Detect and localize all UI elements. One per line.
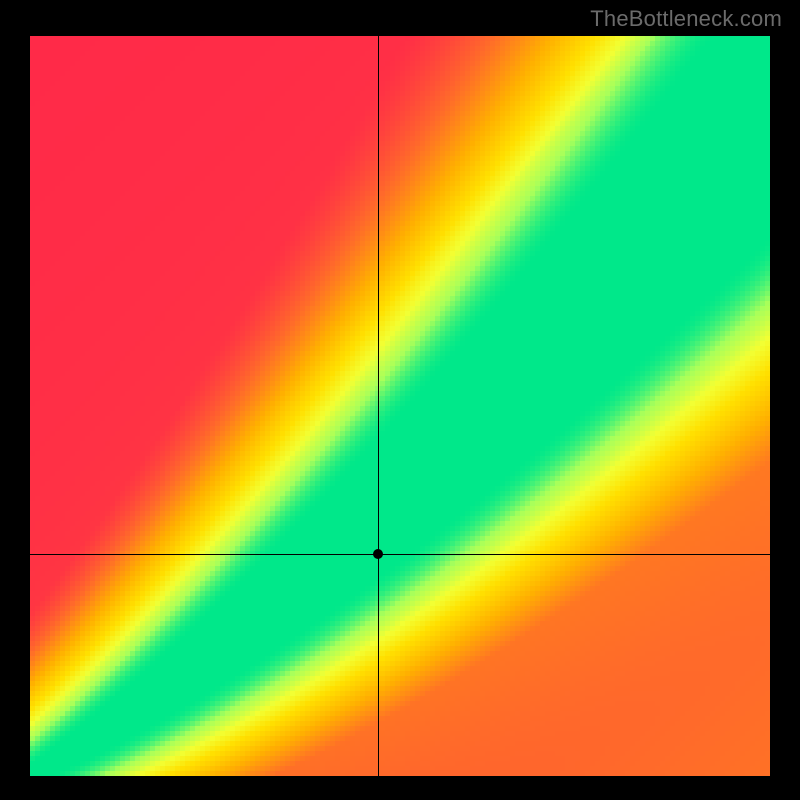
watermark-text: TheBottleneck.com: [590, 6, 782, 32]
crosshair-horizontal-line: [30, 554, 770, 555]
crosshair-vertical-line: [378, 36, 379, 776]
figure-root: TheBottleneck.com: [0, 0, 800, 800]
heatmap-canvas: [30, 36, 770, 776]
crosshair-dot: [373, 549, 383, 559]
plot-area: [30, 36, 770, 776]
